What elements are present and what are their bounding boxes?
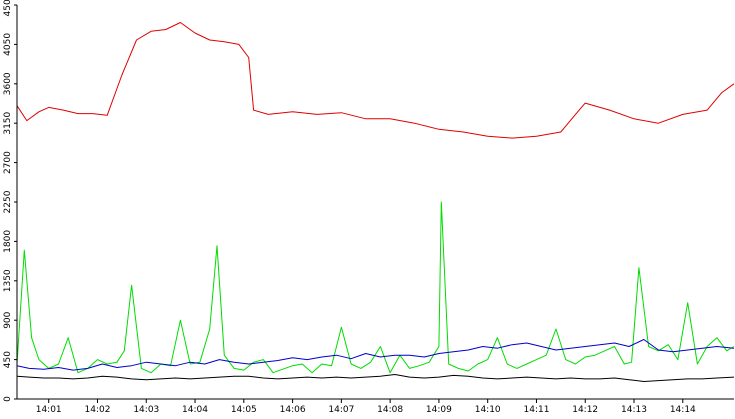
x-tick-label: 14:05 [231, 405, 257, 415]
x-tick-label: 14:09 [426, 405, 452, 415]
x-tick-label: 14:07 [328, 405, 354, 415]
x-tick-label: 14:01 [36, 405, 62, 415]
y-tick-label: 1800 [3, 230, 13, 253]
series-line-2 [16, 201, 735, 374]
y-tick-label: 3150 [3, 111, 13, 134]
y-tick-label: 1350 [3, 269, 13, 292]
y-tick-label: 4500 [3, 0, 13, 16]
y-tick-label: 450 [3, 351, 13, 368]
y-tick-label: 2700 [3, 151, 13, 174]
x-tick-label: 14:03 [133, 405, 159, 415]
series-line-1 [16, 22, 735, 139]
x-tick-label: 14:13 [621, 405, 647, 415]
y-tick-label: 0 [3, 396, 13, 402]
x-tick-label: 14:12 [572, 405, 598, 415]
x-tick-label: 14:08 [377, 405, 403, 415]
y-tick-label: 4050 [3, 33, 13, 56]
x-tick-label: 14:14 [670, 405, 696, 415]
x-tick-label: 14:06 [280, 405, 306, 415]
series-line-3 [16, 339, 735, 371]
x-tick-label: 14:11 [524, 405, 550, 415]
y-tick-label: 2250 [3, 190, 13, 213]
x-tick-label: 14:10 [475, 405, 501, 415]
x-tick-label: 14:04 [182, 405, 208, 415]
series-line-4 [16, 374, 735, 382]
axes: 0 450 900 1350 1800 2250 2700 3150 3600 4050 4500 1… [3, 0, 734, 415]
series-layer [16, 22, 735, 382]
x-tick-label: 14:02 [85, 405, 111, 415]
y-tick-label: 900 [3, 311, 13, 328]
y-tick-label: 3600 [3, 72, 13, 95]
